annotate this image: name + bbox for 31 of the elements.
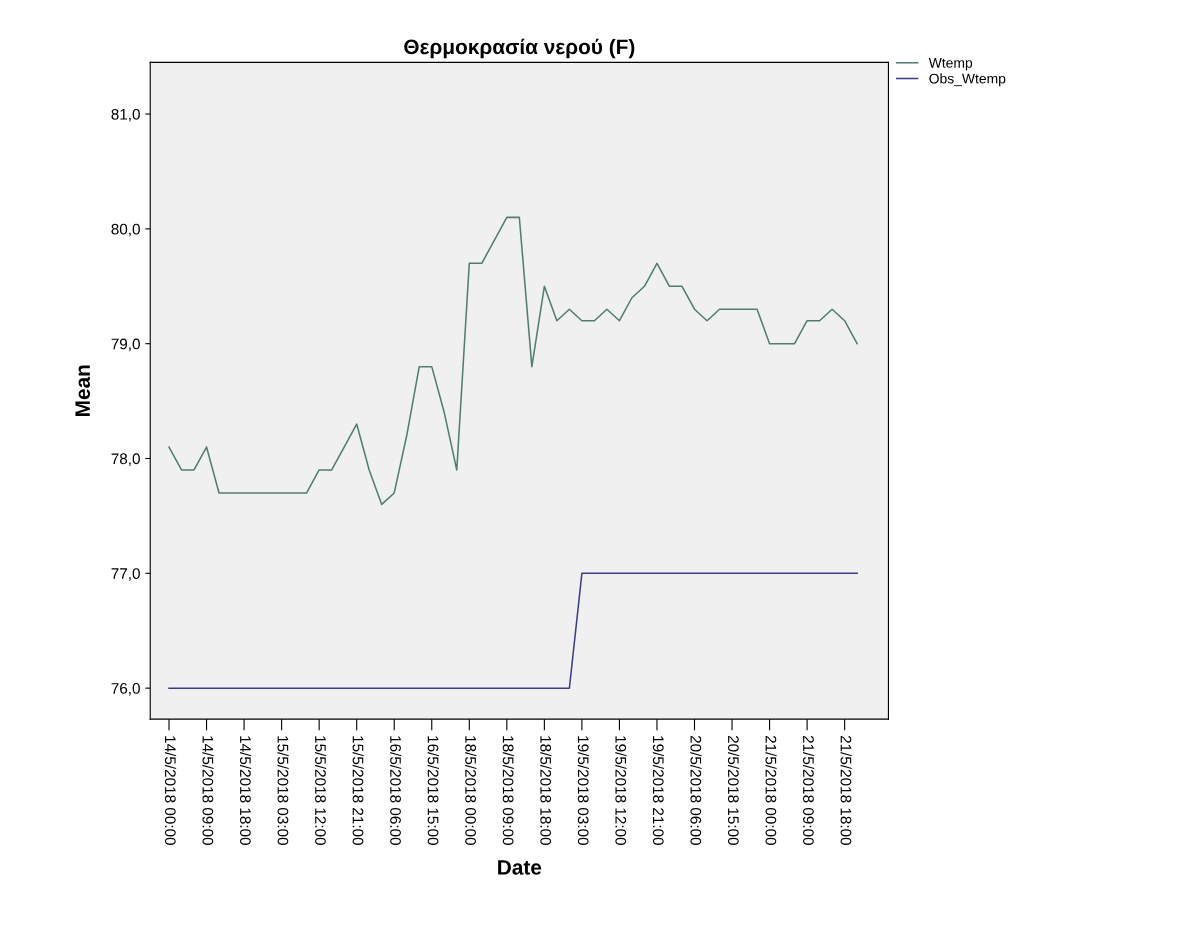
y-tick-label: 79,0 (111, 338, 140, 352)
x-tick-label: 16/5/2018 06:00 (390, 736, 402, 845)
line-series (168, 216, 858, 506)
x-tick-label: 21/5/2018 00:00 (765, 735, 777, 845)
x-tick-label: 19/5/2018 21:00 (652, 736, 665, 845)
y-tick-label: 77,0 (111, 568, 140, 581)
x-tick-label: 15/5/2018 12:00 (315, 736, 327, 845)
x-tick-label: 19/5/2018 12:00 (615, 736, 627, 845)
legend-label: Wtemp (928, 58, 973, 71)
legend-label: Obs_Wtemp (929, 73, 1006, 87)
y-tick-label: 80,0 (111, 223, 140, 237)
y-tick-label: 78,0 (111, 453, 140, 466)
x-tick-label: 18/5/2018 00:00 (465, 736, 477, 845)
x-tick-label: 14/5/2018 09:00 (202, 736, 214, 845)
x-tick-label: 18/5/2018 18:00 (540, 736, 552, 845)
x-tick-label: 19/5/2018 03:00 (577, 736, 590, 845)
x-tick-label: 21/5/2018 18:00 (840, 735, 852, 845)
x-tick-label: 14/5/2018 00:00 (164, 736, 177, 845)
x-tick-label: 14/5/2018 18:00 (239, 736, 252, 845)
x-tick-label: 15/5/2018 21:00 (352, 736, 364, 845)
y-axis-title: Mean (75, 365, 90, 416)
chart-title: Θερμοκρασία νερού (F) (404, 38, 635, 59)
x-tick-label: 20/5/2018 15:00 (727, 735, 740, 845)
x-axis-title: Date (498, 860, 542, 875)
x-tick-label: 20/5/2018 06:00 (690, 735, 702, 845)
y-tick-label: 81,0 (111, 108, 140, 122)
x-tick-label: 16/5/2018 15:00 (427, 736, 439, 845)
y-tick-label: 76,0 (111, 683, 140, 696)
x-tick-label: 21/5/2018 09:00 (803, 735, 815, 845)
x-tick-label: 15/5/2018 03:00 (277, 736, 289, 845)
x-tick-label: 18/5/2018 09:00 (502, 736, 514, 845)
